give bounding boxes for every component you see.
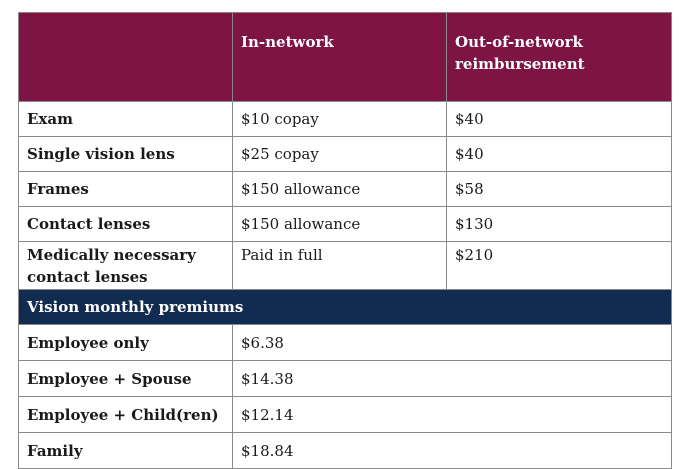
vision-benefits-table: In-network Out-of-network reimbursement …: [18, 12, 672, 469]
table-row: Employee + Child(ren) $12.14: [18, 396, 672, 433]
premium-amount: $6.38: [232, 324, 672, 361]
premium-amount: $18.84: [232, 432, 672, 469]
row-label: Single vision lens: [18, 136, 233, 172]
in-network-value: $150 allowance: [232, 206, 447, 242]
row-label: Contact lenses: [18, 206, 233, 242]
row-label: Frames: [18, 171, 233, 207]
header-out-of-network: Out-of-network reimbursement: [446, 12, 672, 102]
premium-amount: $12.14: [232, 396, 672, 433]
in-network-value: $25 copay: [232, 136, 447, 172]
table-header-row: In-network Out-of-network reimbursement: [18, 12, 672, 102]
table-row: Family $18.84: [18, 432, 672, 469]
premiums-section-row: Vision monthly premiums: [18, 289, 672, 325]
table-row: Exam $10 copay $40: [18, 101, 672, 137]
out-of-network-value: $40: [446, 101, 672, 137]
table-row: Medically necessary contact lenses Paid …: [18, 241, 672, 290]
premium-label: Employee + Child(ren): [18, 396, 233, 433]
premium-amount: $14.38: [232, 360, 672, 397]
out-of-network-value: $58: [446, 171, 672, 207]
row-label: Medically necessary contact lenses: [18, 241, 233, 290]
out-of-network-value: $130: [446, 206, 672, 242]
in-network-value: $150 allowance: [232, 171, 447, 207]
out-of-network-value: $40: [446, 136, 672, 172]
table-row: Frames $150 allowance $58: [18, 171, 672, 207]
premium-label: Employee only: [18, 324, 233, 361]
header-blank-cell: [18, 12, 233, 102]
header-in-network: In-network: [232, 12, 447, 102]
row-label: Exam: [18, 101, 233, 137]
table-row: Single vision lens $25 copay $40: [18, 136, 672, 172]
table-row: Contact lenses $150 allowance $130: [18, 206, 672, 242]
premium-label: Family: [18, 432, 233, 469]
table-row: Employee only $6.38: [18, 324, 672, 361]
table-row: Employee + Spouse $14.38: [18, 360, 672, 397]
out-of-network-value: $210: [446, 241, 672, 290]
premium-label: Employee + Spouse: [18, 360, 233, 397]
in-network-value: $10 copay: [232, 101, 447, 137]
premiums-section-title: Vision monthly premiums: [18, 289, 672, 325]
in-network-value: Paid in full: [232, 241, 447, 290]
